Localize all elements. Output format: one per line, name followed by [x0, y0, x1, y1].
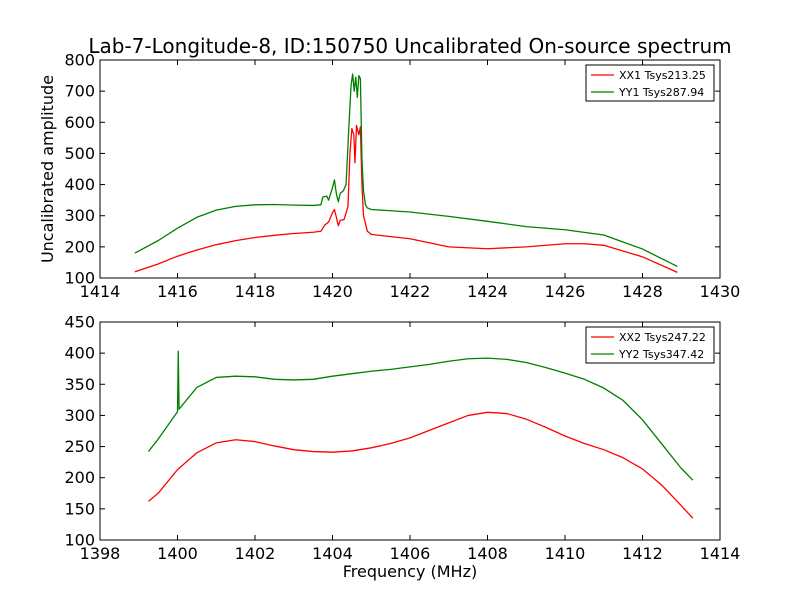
- chart-2-xtick-label-1: 1400: [157, 544, 198, 563]
- chart-2-legend-box: [585, 326, 715, 364]
- chart-1-ytick-label-6: 700: [64, 82, 95, 101]
- chart-1-xtick-label-6: 1426: [545, 282, 586, 301]
- chart-1-legend-label-2: YY1 Tsys287.94: [618, 86, 704, 99]
- chart-2-xtick-label-3: 1404: [312, 544, 353, 563]
- chart-1-xtick-label-3: 1420: [312, 282, 353, 301]
- chart-2-ytick-label-4: 300: [64, 406, 95, 425]
- chart-2-ytick-label-6: 400: [64, 344, 95, 363]
- chart-1-xtick-label-2: 1418: [235, 282, 276, 301]
- chart-2-series-group: [147, 350, 694, 519]
- chart-2-xtick-label-8: 1414: [700, 544, 741, 563]
- figure-title: Lab-7-Longitude-8, ID:150750 Uncalibrate…: [88, 34, 731, 58]
- chart-1-xtick-label-1: 1416: [157, 282, 198, 301]
- chart-2: 1398 1400 1402 1404 1406 1408 1410 1412 1414 100 1…: [64, 313, 740, 582]
- chart-1-ylabel: Uncalibrated amplitude: [38, 75, 57, 263]
- chart-2-xtick-label-7: 1412: [622, 544, 663, 563]
- chart-2-series-line-2: [147, 350, 694, 481]
- chart-2-xtick-label-6: 1410: [545, 544, 586, 563]
- chart-2-xtick-label-0: 1398: [80, 544, 121, 563]
- chart-1-xtick-label-4: 1422: [390, 282, 431, 301]
- chart-1: 1414 1416 1418 1420 1422 1424 1426 1428 1430 100 2…: [38, 51, 740, 302]
- chart-2-ytick-label-5: 350: [64, 375, 95, 394]
- chart-2-legend-label-2: YY2 Tsys347.42: [618, 348, 704, 361]
- chart-2-ytick-label-7: 450: [64, 313, 95, 332]
- chart-1-series-line-1: [134, 124, 678, 273]
- chart-2-ytick-label-1: 150: [64, 499, 95, 518]
- chart-1-ytick-label-2: 300: [64, 206, 95, 225]
- chart-1-xtick-label-7: 1428: [622, 282, 663, 301]
- chart-1-xtick-label-0: 1414: [80, 282, 121, 301]
- chart-2-xtick-label-2: 1402: [235, 544, 276, 563]
- chart-2-legend-label-1: XX2 Tsys247.22: [619, 331, 706, 344]
- chart-1-xtick-label-8: 1430: [700, 282, 741, 301]
- chart-2-ytick-label-0: 100: [64, 531, 95, 550]
- chart-1-ytick-label-4: 500: [64, 144, 95, 163]
- chart-1-series-line-2: [134, 73, 678, 268]
- chart-1-xtick-label-5: 1424: [467, 282, 508, 301]
- chart-1-legend-label-1: XX1 Tsys213.25: [619, 69, 706, 82]
- chart-1-series-group: [134, 73, 678, 273]
- chart-2-xtick-label-4: 1406: [390, 544, 431, 563]
- chart-1-ytick-label-3: 400: [64, 175, 95, 194]
- charts-container: 1414 1416 1418 1420 1422 1424 1426 1428 1430 100 2…: [38, 51, 740, 582]
- chart-2-ytick-label-3: 250: [64, 437, 95, 456]
- chart-2-xtick-label-5: 1408: [467, 544, 508, 563]
- chart-2-ytick-label-2: 200: [64, 468, 95, 487]
- chart-1-ytick-label-0: 100: [64, 269, 95, 288]
- chart-1-legend-box: [585, 64, 715, 102]
- chart-1-ytick-label-5: 600: [64, 113, 95, 132]
- chart-1-ytick-label-7: 800: [64, 51, 95, 70]
- chart-1-ytick-label-1: 200: [64, 237, 95, 256]
- chart-2-series-line-1: [148, 411, 694, 519]
- chart-2-xlabel: Frequency (MHz): [343, 562, 477, 581]
